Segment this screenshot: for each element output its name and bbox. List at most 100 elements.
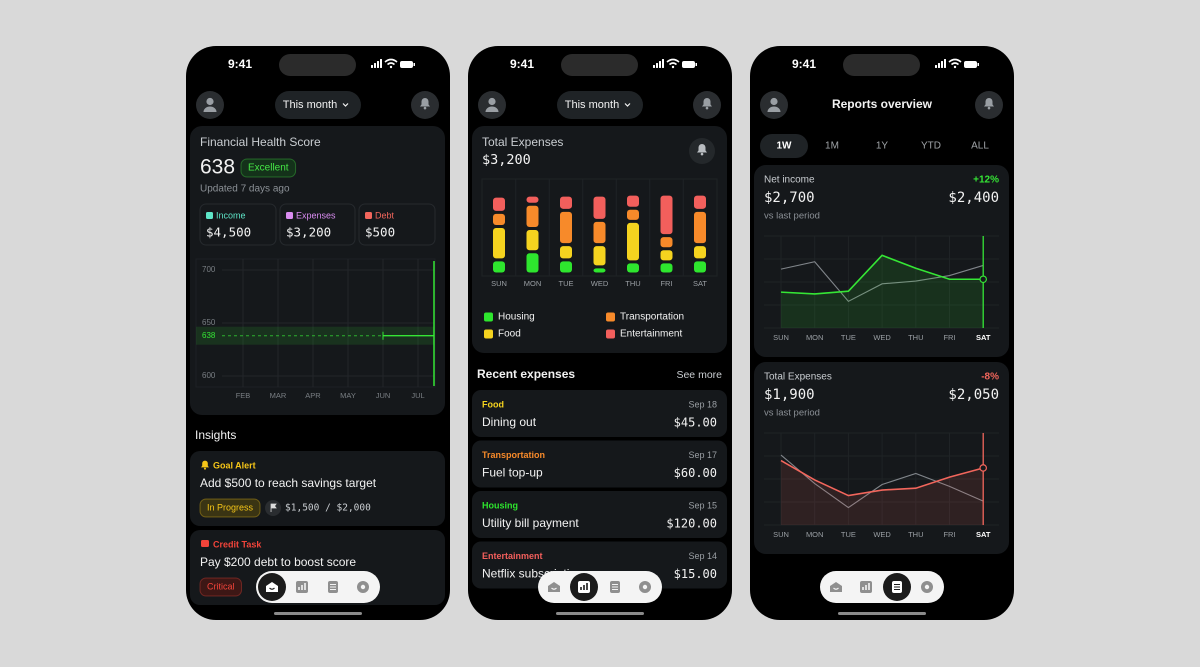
- legend-label: Housing: [498, 312, 535, 323]
- expense-card[interactable]: [472, 390, 727, 437]
- x-tick-label: TUE: [841, 333, 856, 342]
- x-tick-label: SUN: [491, 279, 507, 288]
- y-tick-label: 700: [202, 265, 216, 274]
- bar-segment: [627, 195, 639, 207]
- status-time: 9:41: [510, 57, 534, 71]
- range-tab[interactable]: 1W: [777, 141, 793, 152]
- wifi-dot: [671, 65, 675, 69]
- bar-segment: [493, 213, 505, 225]
- bar-segment: [694, 246, 706, 259]
- line-current: [780, 459, 984, 497]
- wifi-dot: [953, 65, 957, 69]
- bar-segment: [694, 195, 706, 209]
- x-tick-label: MON: [806, 333, 824, 342]
- dashboard-screen: 9:41 This month Financial Health Score 638 E…: [186, 46, 450, 620]
- avatar-body: [767, 106, 781, 112]
- report-icon-line: [894, 589, 900, 590]
- status-time: 9:41: [228, 57, 252, 71]
- bar-segment: [627, 209, 639, 220]
- bell-clapper: [203, 467, 207, 470]
- expenses-title: Total Expenses: [482, 135, 563, 149]
- range-tab[interactable]: YTD: [921, 141, 941, 152]
- range-tab[interactable]: 1M: [825, 141, 839, 152]
- x-tick-label: TUE: [559, 279, 574, 288]
- report-previous: $2,050: [948, 387, 999, 403]
- avatar-head: [770, 97, 778, 106]
- x-tick-label: THU: [625, 279, 640, 288]
- report-current: $1,900: [764, 387, 815, 403]
- bar-segment: [694, 261, 706, 273]
- x-tick-label: FEB: [236, 391, 251, 400]
- report-note: vs last period: [764, 408, 820, 419]
- range-tab[interactable]: ALL: [971, 141, 989, 152]
- bar-segment: [560, 261, 572, 273]
- stat-label: Income: [216, 210, 246, 220]
- bar-segment: [560, 211, 572, 244]
- home-icon[interactable]: [548, 582, 560, 592]
- report-note: vs last period: [764, 211, 820, 222]
- signal-bar: [377, 61, 379, 68]
- bar-segment: [660, 195, 673, 235]
- bar-segment: [593, 246, 606, 266]
- signal-bar: [380, 59, 382, 68]
- settings-icon-hole: [642, 584, 648, 590]
- bar-segment: [493, 197, 505, 211]
- expense-card[interactable]: [472, 541, 727, 589]
- report-card: [754, 362, 1009, 554]
- range-active: [760, 134, 808, 158]
- avatar-body: [485, 106, 499, 112]
- bar-segment: [526, 205, 539, 228]
- x-tick-label: FRI: [943, 333, 955, 342]
- expense-title: Dining out: [482, 415, 537, 429]
- range-tab[interactable]: 1Y: [876, 141, 889, 152]
- x-tick-label: MON: [806, 530, 824, 539]
- bell-icon: [984, 98, 994, 107]
- stat-value: $3,200: [286, 225, 331, 240]
- chart-icon-bar: [586, 583, 588, 590]
- home-icon[interactable]: [266, 582, 278, 592]
- health-score: 638: [200, 156, 235, 179]
- flag-icon: [270, 503, 277, 512]
- wifi-icon: [948, 58, 962, 66]
- expense-card[interactable]: [472, 440, 727, 488]
- recent-title: Recent expenses: [477, 367, 575, 381]
- avatar-body: [203, 106, 217, 112]
- report-icon-line: [330, 589, 336, 590]
- screen-title: Reports overview: [832, 97, 933, 111]
- period-selector[interactable]: [275, 91, 361, 119]
- expense-title: Fuel top-up: [482, 466, 543, 480]
- score-marker-label: 638: [202, 331, 216, 340]
- x-tick-label: SAT: [976, 530, 991, 539]
- home-icon[interactable]: [830, 582, 842, 592]
- expense-category: Entertainment: [482, 551, 543, 561]
- x-tick-label: SUN: [773, 530, 789, 539]
- stat-icon: [286, 212, 293, 219]
- home-indicator: [838, 612, 926, 615]
- x-tick-label: TUE: [841, 530, 856, 539]
- legend-label: Entertainment: [620, 329, 682, 340]
- wifi-dot: [389, 65, 393, 69]
- bell-icon: [697, 144, 707, 153]
- health-title: Financial Health Score: [200, 135, 321, 149]
- x-tick-label: WED: [591, 279, 609, 288]
- chart-icon-bar: [580, 587, 582, 590]
- x-tick-label: FRI: [660, 279, 672, 288]
- bar-segment: [493, 261, 505, 273]
- report-title: Net income: [764, 175, 815, 186]
- line-current: [780, 254, 984, 295]
- report-icon-line: [330, 586, 336, 588]
- chart-icon-bar: [868, 583, 870, 590]
- battery: [400, 61, 413, 68]
- bell-clapper: [987, 106, 991, 110]
- report-current: $2,700: [764, 190, 815, 206]
- line-area: [781, 255, 984, 328]
- signal-bar: [659, 61, 661, 68]
- insight-text: Pay $200 debt to boost score: [200, 555, 356, 569]
- period-selector[interactable]: [557, 91, 643, 119]
- bar-segment: [560, 196, 572, 209]
- legend-swatch: [484, 312, 493, 322]
- line-area: [781, 460, 984, 525]
- expense-card[interactable]: [472, 491, 727, 538]
- bar-segment: [660, 263, 673, 273]
